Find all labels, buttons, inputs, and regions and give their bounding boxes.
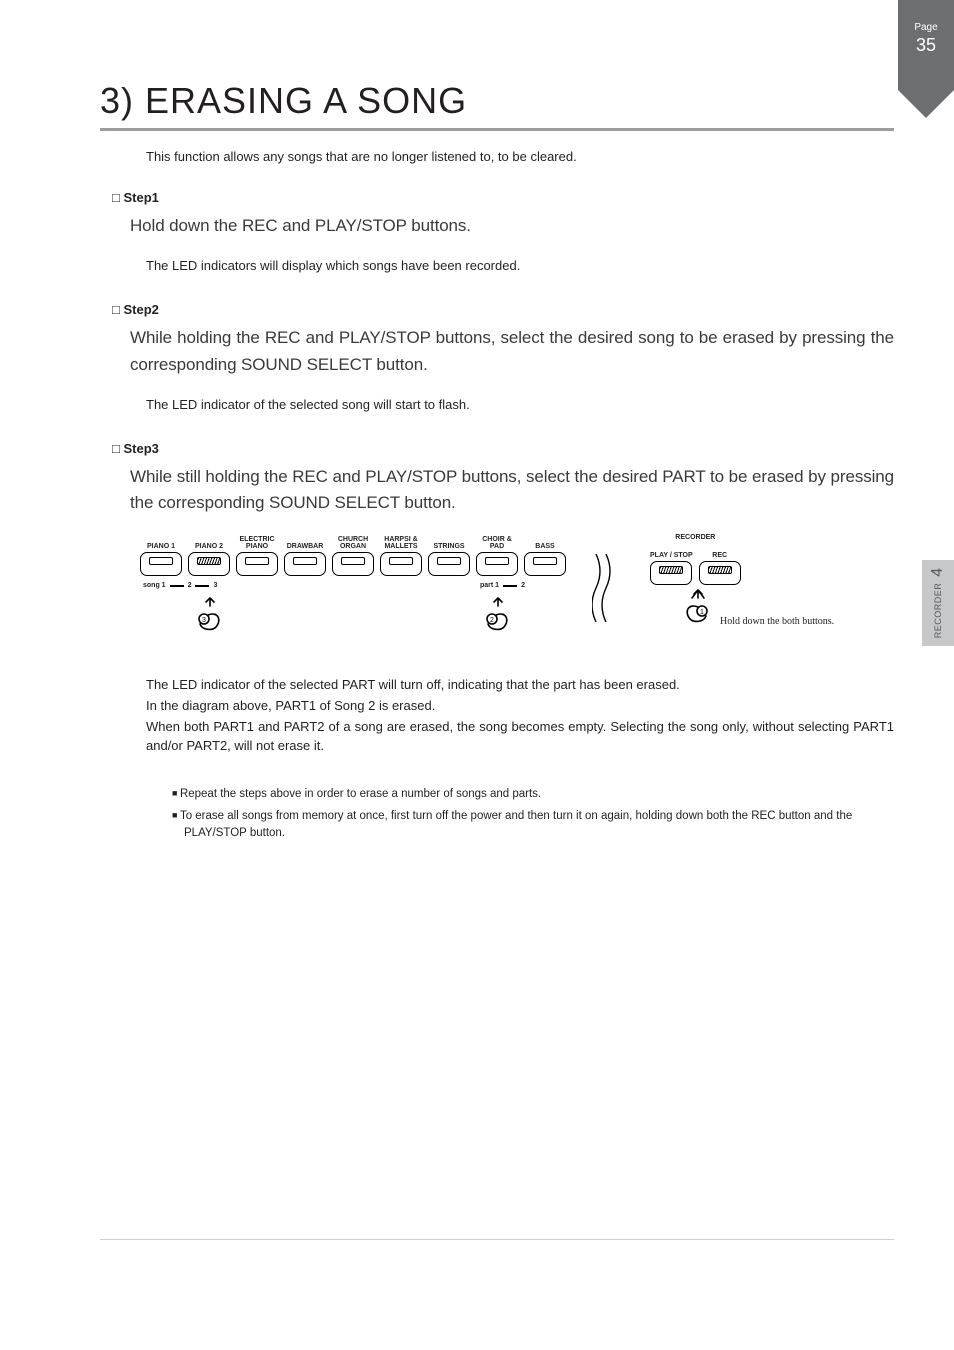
button-label: PLAY / STOP xyxy=(650,543,693,559)
button-label: BASS xyxy=(535,534,554,550)
dash-icon xyxy=(503,585,517,586)
pointing-hand-icon: 1 xyxy=(684,588,712,629)
recorder-button: PLAY / STOP xyxy=(650,543,693,585)
sound-select-button: PIANO 2 xyxy=(188,534,230,576)
svg-text:2: 2 xyxy=(490,617,494,624)
step1-note: The LED indicators will display which so… xyxy=(146,257,894,276)
song-label-1: song 1 xyxy=(143,582,166,589)
step2-lead: While holding the REC and PLAY/STOP butt… xyxy=(130,325,894,378)
button-label: PIANO 2 xyxy=(195,534,223,550)
sound-select-button-row: PIANO 1 PIANO 2 ELECTRICPIANO DRAWBAR CHURCH… xyxy=(140,534,566,576)
button-diagram: PIANO 1 PIANO 2 ELECTRICPIANO DRAWBAR CHURCH… xyxy=(140,534,894,654)
button-label: ELECTRICPIANO xyxy=(240,534,275,550)
sound-select-button: ELECTRICPIANO xyxy=(236,534,278,576)
step3-lead: While still holding the REC and PLAY/STO… xyxy=(130,464,894,517)
button-shape-icon xyxy=(524,552,566,576)
sound-select-button: CHOIR &PAD xyxy=(476,534,518,576)
button-shape-icon xyxy=(699,561,741,585)
recorder-title: RECORDER xyxy=(650,534,741,541)
intro-text: This function allows any songs that are … xyxy=(146,149,894,164)
step2-heading: Step2 xyxy=(112,302,894,317)
sound-select-button: CHURCHORGAN xyxy=(332,534,374,576)
section-side-tab: RECORDER 4 xyxy=(922,560,954,646)
button-shape-icon xyxy=(188,552,230,576)
page-number: 35 xyxy=(898,35,954,56)
button-shape-icon xyxy=(140,552,182,576)
button-shape-icon xyxy=(428,552,470,576)
button-label: CHURCHORGAN xyxy=(338,534,368,550)
pointing-hand-icon: 2 xyxy=(484,596,512,637)
separator-icon xyxy=(592,554,612,622)
note-bullet-2: To erase all songs from memory at once, … xyxy=(172,808,894,841)
footer-rule xyxy=(100,1239,894,1240)
post-diagram-line-1: The LED indicator of the selected PART w… xyxy=(146,676,894,695)
song-sub-labels: song 1 2 3 xyxy=(143,582,217,589)
recorder-button: REC xyxy=(699,543,741,585)
button-label: DRAWBAR xyxy=(287,534,324,550)
step1-heading: Step1 xyxy=(112,190,894,205)
button-shape-icon xyxy=(650,561,692,585)
song-label-3: 3 xyxy=(213,582,217,589)
svg-text:1: 1 xyxy=(700,609,704,616)
button-label: STRINGS xyxy=(433,534,464,550)
recorder-caption: Hold down the both buttons. xyxy=(720,616,834,627)
sound-select-button: DRAWBAR xyxy=(284,534,326,576)
post-diagram-line-3: When both PART1 and PART2 of a song are … xyxy=(146,718,894,756)
page-title: 3) ERASING A SONG xyxy=(100,80,894,131)
section-number: 4 xyxy=(929,568,947,577)
dash-icon xyxy=(170,585,184,586)
step3-heading: Step3 xyxy=(112,441,894,456)
button-shape-icon xyxy=(284,552,326,576)
button-label: CHOIR &PAD xyxy=(482,534,512,550)
pointing-hand-icon: 3 xyxy=(196,596,224,637)
post-diagram-line-2: In the diagram above, PART1 of Song 2 is… xyxy=(146,697,894,716)
song-label-2: 2 xyxy=(188,582,192,589)
recorder-button-group: RECORDER PLAY / STOP REC xyxy=(650,534,741,585)
button-shape-icon xyxy=(476,552,518,576)
button-shape-icon xyxy=(332,552,374,576)
sound-select-button: STRINGS xyxy=(428,534,470,576)
part-label-1: part 1 xyxy=(480,582,499,589)
note-bullet-1: Repeat the steps above in order to erase… xyxy=(172,786,894,803)
section-label: RECORDER xyxy=(933,583,943,639)
part-sub-labels: part 1 2 xyxy=(480,582,525,589)
step1-lead: Hold down the REC and PLAY/STOP buttons. xyxy=(130,213,894,239)
main-content: 3) ERASING A SONG This function allows a… xyxy=(100,80,894,848)
sound-select-button: PIANO 1 xyxy=(140,534,182,576)
sound-select-button: BASS xyxy=(524,534,566,576)
svg-text:3: 3 xyxy=(202,617,206,624)
button-label: PIANO 1 xyxy=(147,534,175,550)
button-label: HARPSI &MALLETS xyxy=(384,534,417,550)
button-shape-icon xyxy=(380,552,422,576)
dash-icon xyxy=(195,585,209,586)
page-label: Page xyxy=(898,22,954,33)
sound-select-button: HARPSI &MALLETS xyxy=(380,534,422,576)
button-shape-icon xyxy=(236,552,278,576)
step2-note: The LED indicator of the selected song w… xyxy=(146,396,894,415)
page-number-tab: Page 35 xyxy=(898,0,954,90)
button-label: REC xyxy=(712,543,727,559)
part-label-2: 2 xyxy=(521,582,525,589)
notes-list: Repeat the steps above in order to erase… xyxy=(172,786,894,842)
